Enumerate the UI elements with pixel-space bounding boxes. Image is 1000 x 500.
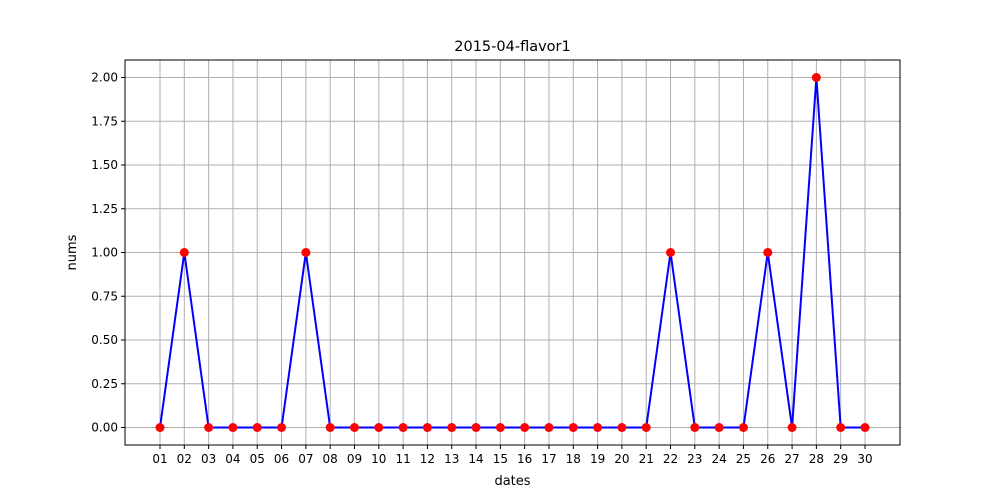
- data-point: [495, 423, 505, 432]
- x-tick-label: 12: [420, 452, 435, 466]
- x-tick-label: 06: [274, 452, 289, 466]
- x-tick-label: 02: [177, 452, 192, 466]
- data-point: [544, 423, 554, 432]
- data-point: [641, 423, 651, 432]
- x-tick-label: 17: [541, 452, 556, 466]
- y-axis-label: nums: [65, 234, 80, 270]
- y-tick-label: 0.25: [91, 377, 118, 391]
- x-tick-label: 29: [833, 452, 848, 466]
- x-tick-label: 15: [493, 452, 508, 466]
- x-tick-label: 22: [663, 452, 678, 466]
- data-point: [520, 423, 530, 432]
- data-point: [252, 423, 262, 432]
- y-tick-label: 1.00: [91, 246, 118, 260]
- y-tick-label: 1.75: [91, 114, 118, 128]
- x-tick-label: 10: [371, 452, 386, 466]
- data-point: [860, 423, 870, 432]
- x-tick-label: 20: [614, 452, 629, 466]
- x-tick-label: 04: [225, 452, 240, 466]
- x-tick-label: 03: [201, 452, 216, 466]
- data-point: [204, 423, 214, 432]
- data-point: [447, 423, 457, 432]
- x-tick-label: 13: [444, 452, 459, 466]
- chart-title: 2015-04-flavor1: [454, 39, 570, 55]
- y-tick-label: 2.00: [91, 71, 118, 85]
- y-tick-label: 1.50: [91, 158, 118, 172]
- x-tick-label: 30: [857, 452, 872, 466]
- x-tick-label: 05: [250, 452, 265, 466]
- y-tick-label: 0.50: [91, 333, 118, 347]
- data-point: [617, 423, 627, 432]
- x-tick-label: 07: [298, 452, 313, 466]
- data-point: [374, 423, 384, 432]
- x-tick-label: 27: [784, 452, 799, 466]
- x-tick-label: 01: [152, 452, 167, 466]
- data-point: [593, 423, 603, 432]
- x-tick-label: 19: [590, 452, 605, 466]
- x-tick-label: 24: [711, 452, 726, 466]
- data-point: [228, 423, 238, 432]
- data-point: [301, 248, 311, 257]
- data-point: [811, 73, 821, 82]
- series-layer: [155, 73, 870, 432]
- x-tick-label: 14: [468, 452, 483, 466]
- data-point: [738, 423, 748, 432]
- data-point: [422, 423, 432, 432]
- data-point: [763, 248, 773, 257]
- data-point: [179, 248, 189, 257]
- x-tick-label: 21: [639, 452, 654, 466]
- x-tick-label: 25: [736, 452, 751, 466]
- data-point: [714, 423, 724, 432]
- data-point: [666, 248, 676, 257]
- tick-layer: 01 02 03 04 05 06 07 08 09 10 11 12 13 14 15 16 17 18 19 20…: [91, 71, 872, 467]
- y-tick-label: 0.00: [91, 421, 118, 435]
- data-point: [398, 423, 408, 432]
- data-point: [836, 423, 846, 432]
- data-point: [349, 423, 359, 432]
- data-point: [471, 423, 481, 432]
- data-point: [325, 423, 335, 432]
- x-tick-label: 08: [323, 452, 338, 466]
- data-point: [568, 423, 578, 432]
- x-tick-label: 18: [566, 452, 581, 466]
- x-tick-label: 09: [347, 452, 362, 466]
- x-tick-label: 23: [687, 452, 702, 466]
- y-tick-label: 1.25: [91, 202, 118, 216]
- x-tick-label: 16: [517, 452, 532, 466]
- data-point: [787, 423, 797, 432]
- data-point: [277, 423, 287, 432]
- data-point: [690, 423, 700, 432]
- x-tick-label: 28: [809, 452, 824, 466]
- x-tick-label: 11: [395, 452, 410, 466]
- y-tick-label: 0.75: [91, 289, 118, 303]
- x-axis-label: dates: [494, 474, 530, 489]
- x-tick-label: 26: [760, 452, 775, 466]
- data-point: [155, 423, 165, 432]
